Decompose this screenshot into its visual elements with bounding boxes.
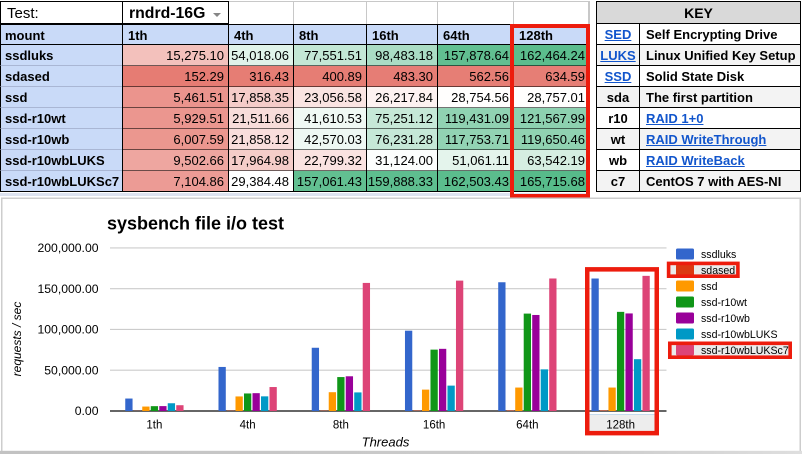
svg-text:150,000.00: 150,000.00 (38, 282, 99, 296)
svg-text:0.00: 0.00 (75, 404, 99, 418)
svg-text:16th: 16th (423, 419, 445, 431)
svg-text:ssd-r10wt: ssd-r10wt (701, 297, 747, 309)
svg-text:ssd-r10wbLUKS: ssd-r10wbLUKS (701, 329, 778, 341)
svg-text:64th: 64th (516, 419, 538, 431)
svg-text:Threads: Threads (362, 435, 410, 450)
svg-text:200,000.00: 200,000.00 (38, 241, 99, 255)
svg-text:1th: 1th (146, 419, 162, 431)
svg-text:8th: 8th (333, 419, 349, 431)
svg-text:ssd-r10wbLUKSc7: ssd-r10wbLUKSc7 (701, 345, 789, 357)
svg-text:sysbench file i/o test: sysbench file i/o test (107, 214, 284, 234)
svg-text:100,000.00: 100,000.00 (38, 323, 99, 337)
svg-text:128th: 128th (606, 419, 635, 431)
svg-text:4th: 4th (240, 419, 256, 431)
svg-text:sdased: sdased (701, 265, 735, 277)
svg-text:50,000.00: 50,000.00 (44, 363, 98, 377)
svg-text:ssd: ssd (701, 281, 718, 293)
svg-text:requests / sec: requests / sec (10, 302, 24, 377)
svg-text:ssd-r10wb: ssd-r10wb (701, 313, 750, 325)
svg-text:ssdluks: ssdluks (701, 249, 736, 261)
